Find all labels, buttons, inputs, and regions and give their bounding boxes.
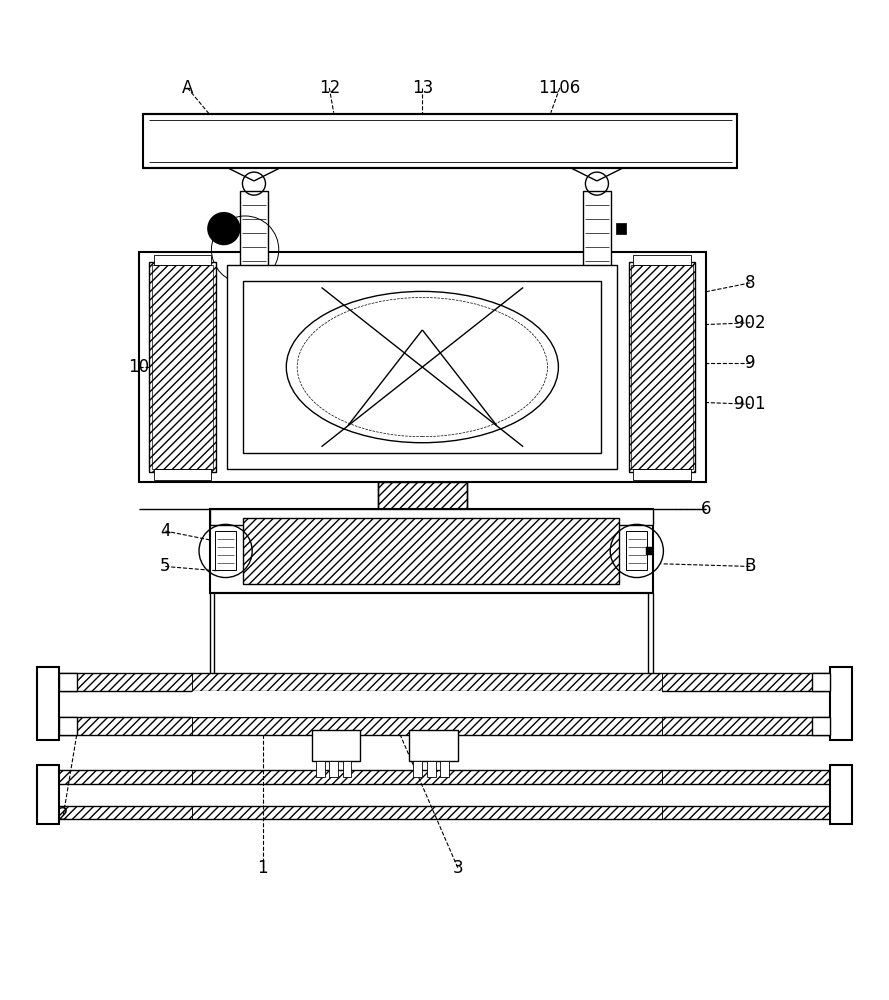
Bar — [50, 673, 192, 691]
Bar — [228, 265, 617, 469]
Ellipse shape — [297, 297, 548, 437]
Bar — [661, 770, 839, 784]
Bar — [240, 191, 268, 275]
Bar — [50, 806, 192, 819]
Bar — [661, 673, 839, 691]
Bar — [311, 730, 360, 761]
Bar — [210, 509, 653, 525]
Bar — [633, 255, 691, 265]
Bar — [631, 265, 693, 469]
Bar — [215, 531, 236, 570]
Bar — [192, 770, 661, 784]
Bar — [427, 761, 436, 777]
Bar — [626, 531, 647, 570]
Bar — [210, 509, 653, 593]
Ellipse shape — [286, 291, 558, 443]
Bar — [192, 717, 661, 735]
Bar — [50, 770, 192, 784]
Text: 902: 902 — [734, 314, 766, 332]
Text: 9: 9 — [745, 354, 756, 372]
Text: 8: 8 — [745, 274, 756, 292]
Circle shape — [208, 213, 240, 245]
Bar — [244, 518, 619, 584]
Text: 5: 5 — [160, 557, 171, 575]
Bar — [143, 114, 737, 168]
Bar — [615, 223, 626, 234]
Bar — [244, 281, 601, 453]
Bar — [629, 262, 695, 472]
Bar — [661, 717, 839, 735]
Text: 901: 901 — [734, 395, 766, 413]
Text: 3: 3 — [453, 859, 463, 877]
Text: 4: 4 — [160, 522, 171, 540]
Text: 10: 10 — [128, 358, 149, 376]
Bar — [36, 667, 59, 740]
Bar — [192, 806, 661, 819]
Bar — [148, 120, 732, 162]
Bar — [316, 761, 324, 777]
Text: 13: 13 — [412, 79, 433, 97]
Text: 2: 2 — [58, 806, 68, 824]
Bar — [413, 761, 422, 777]
Text: 6: 6 — [701, 500, 711, 518]
Bar — [409, 730, 458, 761]
Bar — [152, 265, 213, 469]
Bar — [154, 469, 212, 480]
Text: B: B — [745, 557, 756, 575]
Bar — [50, 717, 192, 735]
Bar — [149, 262, 216, 472]
Bar — [830, 765, 853, 824]
Bar — [645, 547, 653, 555]
Bar — [813, 717, 830, 735]
Text: 12: 12 — [318, 79, 340, 97]
Bar — [192, 691, 661, 717]
Bar — [661, 806, 839, 819]
Bar — [813, 673, 830, 691]
Bar — [378, 482, 467, 509]
Bar — [36, 765, 59, 824]
Text: A: A — [182, 79, 193, 97]
Bar — [192, 673, 661, 691]
Bar — [329, 761, 338, 777]
Bar — [59, 673, 76, 691]
Bar — [342, 761, 351, 777]
Bar — [154, 255, 212, 265]
Bar — [583, 191, 611, 275]
Bar — [633, 469, 691, 480]
Bar — [440, 761, 449, 777]
Text: 1: 1 — [258, 859, 268, 877]
Bar — [830, 667, 853, 740]
Bar — [59, 717, 76, 735]
Text: 1106: 1106 — [539, 79, 581, 97]
Bar — [139, 252, 706, 482]
